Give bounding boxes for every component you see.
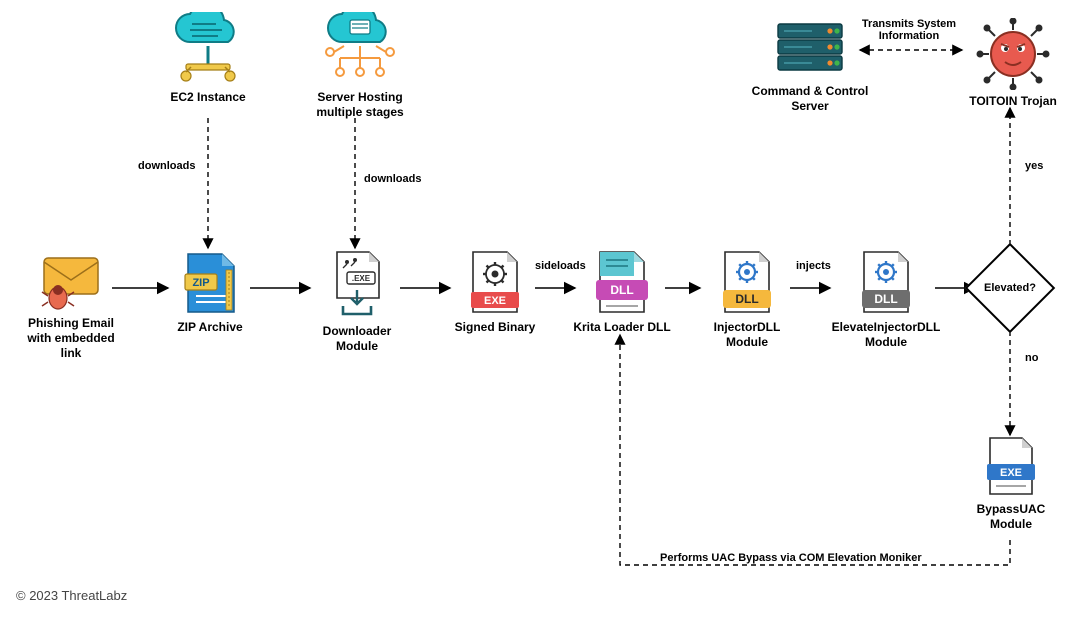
- cloud-network-icon: [320, 12, 400, 86]
- node-bypass-uac: EXE BypassUACModule: [966, 436, 1056, 532]
- cloud-server-icon: [168, 12, 248, 86]
- exe-blue-file-icon: EXE: [984, 436, 1038, 498]
- dll-file-grey-icon: DLL: [858, 250, 914, 316]
- svg-text:EXE: EXE: [484, 295, 506, 307]
- node-signed-binary: EXE Signed Binary: [450, 250, 540, 335]
- edge-label-yes: yes: [1025, 160, 1043, 172]
- node-label: Command & ControlServer: [740, 84, 880, 114]
- copyright-text: © 2023 ThreatLabz: [16, 588, 127, 603]
- edge-label-hosting-downloads: downloads: [364, 173, 421, 185]
- node-krita-loader: DLL Krita Loader DLL: [572, 250, 672, 335]
- node-label: InjectorDLLModule: [702, 320, 792, 350]
- node-label: DownloaderModule: [312, 324, 402, 354]
- node-injector-dll: DLL InjectorDLLModule: [702, 250, 792, 350]
- node-label: ZIP Archive: [170, 320, 250, 335]
- node-label: ElevateInjectorDLLModule: [828, 320, 944, 350]
- node-server-hosting: Server Hostingmultiple stages: [300, 12, 420, 120]
- edge-label-ec2-downloads: downloads: [138, 160, 195, 172]
- svg-text:.EXE: .EXE: [352, 274, 371, 283]
- node-c2-server: Command & ControlServer: [740, 20, 880, 114]
- node-label: TOITOIN Trojan: [958, 94, 1068, 109]
- virus-icon: [975, 18, 1051, 90]
- node-label: Signed Binary: [450, 320, 540, 335]
- node-elevate-injector: DLL ElevateInjectorDLLModule: [828, 250, 944, 350]
- decision-diamond-icon: Elevated?: [965, 243, 1056, 334]
- edge-label-injects: injects: [796, 260, 831, 272]
- svg-text:EXE: EXE: [1000, 467, 1022, 479]
- exe-download-icon: .EXE: [327, 250, 387, 320]
- edge-label-bypass-loop: Performs UAC Bypass via COM Elevation Mo…: [660, 552, 922, 564]
- edge-label-no: no: [1025, 352, 1038, 364]
- node-decision-elevated: Elevated?: [978, 256, 1042, 320]
- svg-text:DLL: DLL: [610, 283, 633, 297]
- zip-file-icon: ZIP: [182, 252, 238, 316]
- node-label: EC2 Instance: [158, 90, 258, 105]
- svg-text:DLL: DLL: [874, 292, 897, 306]
- svg-text:DLL: DLL: [735, 292, 758, 306]
- svg-text:ZIP: ZIP: [192, 277, 209, 289]
- dll-file-magenta-icon: DLL: [594, 250, 650, 316]
- node-label: Elevated?: [984, 282, 1036, 294]
- node-phishing-email: Phishing Emailwith embedded link: [16, 252, 126, 361]
- dll-file-yellow-icon: DLL: [719, 250, 775, 316]
- node-label: Server Hostingmultiple stages: [300, 90, 420, 120]
- exe-file-icon: EXE: [467, 250, 523, 316]
- node-zip-archive: ZIP ZIP Archive: [170, 252, 250, 335]
- node-downloader-module: .EXE DownloaderModule: [312, 250, 402, 354]
- server-rack-icon: [772, 20, 848, 80]
- node-ec2-instance: EC2 Instance: [158, 12, 258, 105]
- node-label: Krita Loader DLL: [572, 320, 672, 335]
- node-label: Phishing Emailwith embedded link: [16, 316, 126, 361]
- envelope-bug-icon: [36, 252, 106, 312]
- node-label: BypassUACModule: [966, 502, 1056, 532]
- node-toitoin-trojan: TOITOIN Trojan: [958, 18, 1068, 109]
